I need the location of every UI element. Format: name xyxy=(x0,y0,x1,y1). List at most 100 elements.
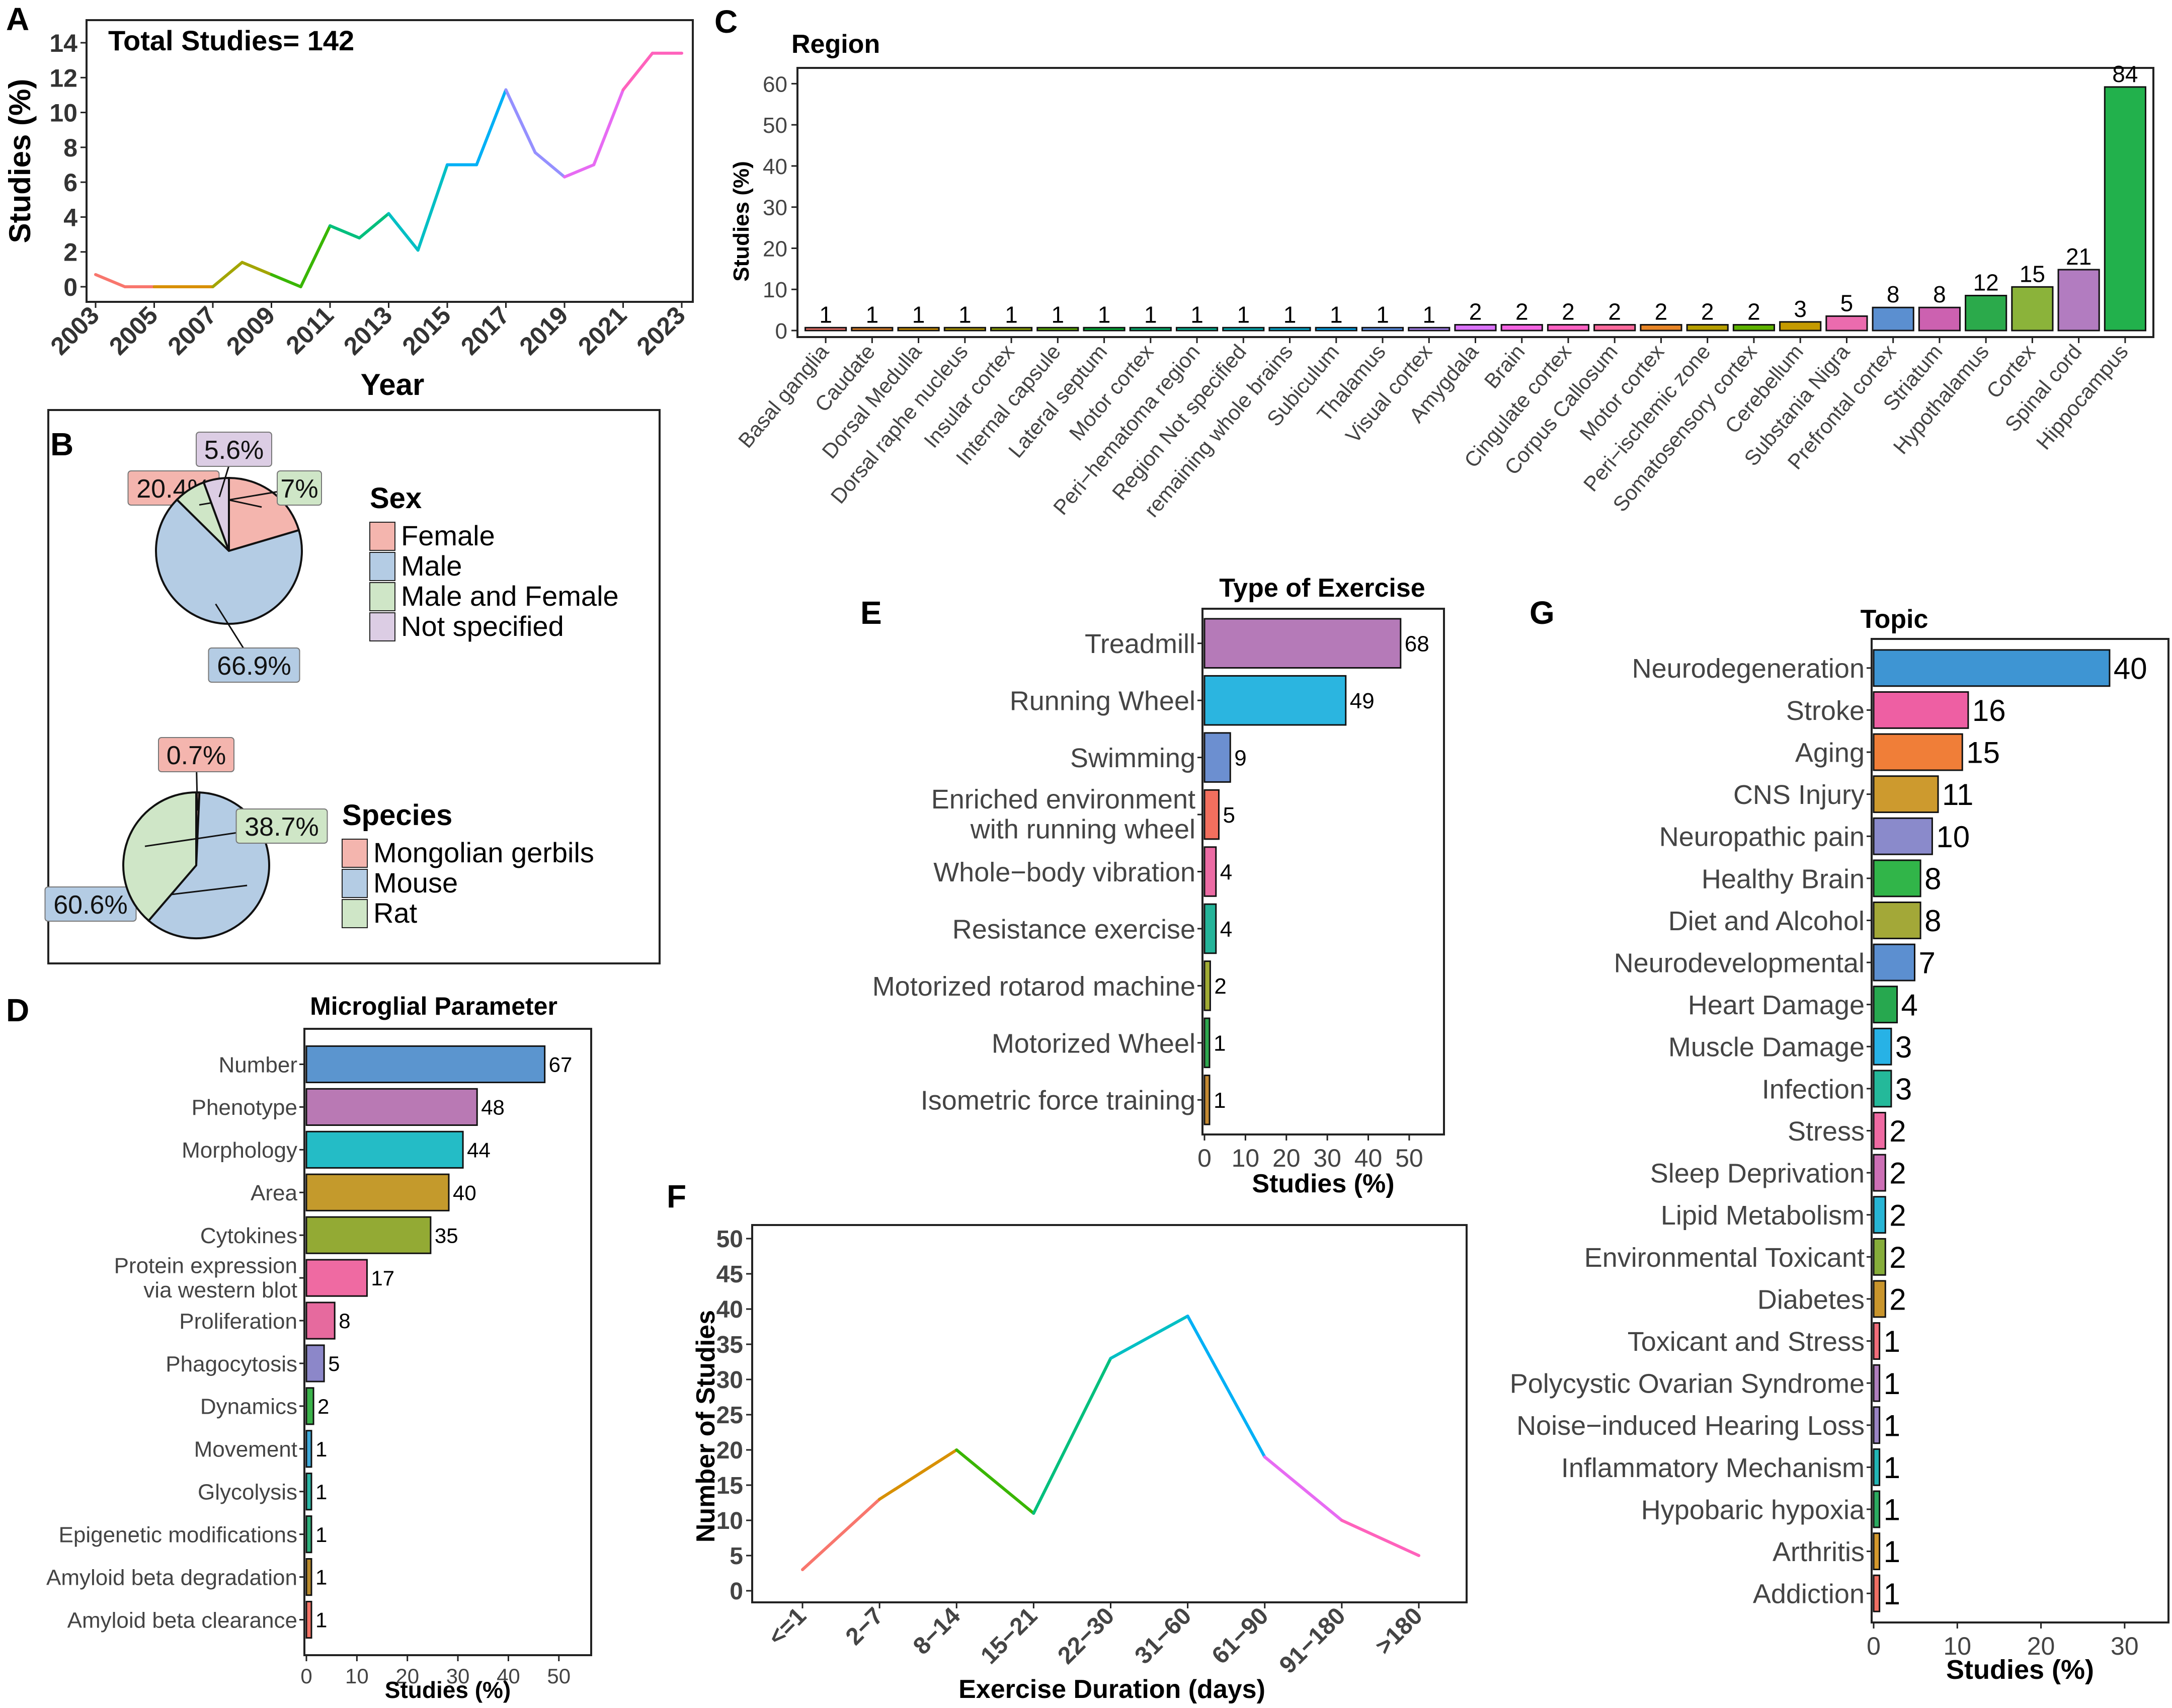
panel-c-bar xyxy=(1918,306,1961,332)
panel-g-bar xyxy=(1873,1322,1881,1360)
panel-d-bar xyxy=(305,1473,312,1511)
panel-f-y-tick-label: 0 xyxy=(730,1578,743,1605)
panel-a-line-segment xyxy=(329,224,361,239)
panel-e-x-tick-label: 50 xyxy=(1395,1144,1423,1172)
panel-b-sex-pie-legend-key xyxy=(369,522,395,551)
panel-g-category-label: Noise−induced Hearing Loss xyxy=(1516,1411,1865,1441)
panel-d-bar-value-label: 1 xyxy=(315,1480,327,1504)
panel-d-category-label: Proliferation xyxy=(179,1309,297,1334)
panel-d-bar xyxy=(305,1045,546,1084)
panel-f-y-tick-label: 40 xyxy=(716,1296,743,1323)
panel-e-x-axis-title: Studies (%) xyxy=(1252,1169,1394,1198)
panel-g-x-tick-label: 20 xyxy=(2027,1632,2055,1660)
panel-e-category-label: Running Wheel xyxy=(1010,686,1195,716)
panel-b-sex-pie-legend-key xyxy=(369,552,395,581)
panel-a-frame xyxy=(86,19,694,303)
panel-g-category-label: Infection xyxy=(1762,1074,1865,1104)
panel-g-bar-value-label: 8 xyxy=(1924,862,1941,896)
panel-c-y-tick-label: 40 xyxy=(763,154,787,179)
panel-c-bar xyxy=(2104,86,2146,332)
panel-g-bar xyxy=(1873,1490,1881,1528)
panel-d-category-label: Phagocytosis xyxy=(166,1352,297,1376)
panel-c-bar xyxy=(1965,294,2007,332)
panel-d-bar-value-label: 1 xyxy=(315,1523,327,1547)
panel-c-bar-value-label: 1 xyxy=(819,301,832,328)
panel-b-species-pie-legend-key xyxy=(342,869,368,898)
panel-c-bar-value-label: 5 xyxy=(1840,290,1854,316)
panel-a-x-axis-title: Year xyxy=(361,368,425,401)
panel-a-line-segment xyxy=(270,273,302,288)
panel-a-line-segment xyxy=(416,163,449,252)
panel-g-category-label: Heart Damage xyxy=(1688,990,1865,1020)
panel-g-bar xyxy=(1873,1364,1881,1402)
panel-g-category-label: CNS Injury xyxy=(1733,780,1865,810)
panel-f-frame xyxy=(751,1224,1468,1603)
panel-d-x-tick-label: 0 xyxy=(300,1664,312,1688)
panel-e-bar xyxy=(1203,732,1231,783)
panel-d-bar xyxy=(305,1302,336,1340)
panel-d-category-label: Area xyxy=(251,1181,297,1205)
panel-c-bar-value-label: 2 xyxy=(1515,299,1529,325)
panel-b-sex-pie-value-label: 5.6% xyxy=(204,436,264,465)
panel-a-y-tick-label: 10 xyxy=(49,99,77,127)
panel-c-bar-value-label: 1 xyxy=(1237,301,1250,328)
panel-g-bar xyxy=(1873,943,1915,982)
panel-d-category-label: Movement xyxy=(194,1437,297,1462)
panel-d-title: Microglial Parameter xyxy=(310,992,557,1020)
panel-c-bar xyxy=(1500,324,1543,332)
panel-c-bar xyxy=(1361,327,1404,332)
panel-g-category-label: Addiction xyxy=(1753,1579,1865,1609)
panel-e-category-label: Motorized rotarod machine xyxy=(872,971,1195,1002)
panel-g-bar-value-label: 1 xyxy=(1884,1367,1900,1401)
panel-a-y-axis-title: Studies (%) xyxy=(3,79,37,243)
panel-c-bar xyxy=(805,327,847,332)
panel-a-line-segment xyxy=(358,212,390,239)
panel-g-bar-value-label: 1 xyxy=(1884,1577,1900,1611)
panel-g-category-label: Neuropathic pain xyxy=(1659,822,1865,852)
panel-c-bar xyxy=(1547,324,1590,332)
panel-a-line-segment xyxy=(475,88,508,167)
panel-a-line-segment xyxy=(387,212,420,252)
panel-g-bar-value-label: 2 xyxy=(1889,1114,1906,1148)
panel-b-sex-pie-value-label: 7% xyxy=(280,474,318,504)
panel-c-bar-value-label: 2 xyxy=(1562,299,1575,325)
panel-g-bar xyxy=(1873,902,1921,939)
panel-f-line-segment xyxy=(1186,1315,1266,1458)
panel-c-bar-value-label: 2 xyxy=(1655,299,1668,325)
panel-e-bar-value-label: 4 xyxy=(1220,860,1232,884)
panel-c-bar-value-label: 21 xyxy=(2066,243,2091,270)
panel-g-category-label: Toxicant and Stress xyxy=(1628,1327,1865,1357)
panel-c-bar-value-label: 3 xyxy=(1794,296,1807,322)
panel-letter-c: C xyxy=(714,4,738,40)
panel-a-line-segment xyxy=(211,261,244,288)
panel-a-title: Total Studies= 142 xyxy=(108,25,354,56)
panel-b-species-pie-value-label-box xyxy=(235,808,328,844)
panel-e-bar-value-label: 9 xyxy=(1234,746,1246,770)
panel-c-bar-value-label: 1 xyxy=(1098,301,1111,328)
panel-c-bar xyxy=(2011,286,2054,332)
panel-f-line-segment xyxy=(878,1448,958,1501)
panel-f-line-segment xyxy=(1340,1519,1420,1557)
panel-d-bar-value-label: 2 xyxy=(317,1395,329,1418)
panel-f-y-tick-label: 15 xyxy=(716,1473,743,1499)
panel-c-bar xyxy=(851,327,894,332)
panel-d-bar-value-label: 48 xyxy=(481,1096,505,1119)
panel-e-bar xyxy=(1203,1017,1211,1069)
panel-f-y-axis-title: Number of Studies xyxy=(691,1310,720,1542)
panel-d-bar-value-label: 1 xyxy=(315,1566,327,1589)
panel-d-microglial-bar-chart: Microglial Parameter 67 Number 48 Phenotype 4… xyxy=(46,992,572,1703)
panel-c-bar xyxy=(1454,324,1497,332)
panel-c-bar xyxy=(1732,324,1776,332)
panel-c-bar-value-label: 12 xyxy=(1973,269,1999,295)
panel-g-category-label: Diabetes xyxy=(1757,1284,1865,1315)
panel-e-bar-value-label: 49 xyxy=(1350,689,1375,713)
panel-letter-f: F xyxy=(667,1178,686,1214)
panel-g-category-label: Arthritis xyxy=(1773,1537,1865,1567)
panel-c-bar xyxy=(1315,327,1357,332)
panel-g-topic-bar-chart: Topic40Neurodegeneration16Stroke15Aging1… xyxy=(1510,605,2147,1685)
panel-g-bar-value-label: 3 xyxy=(1895,1030,1912,1064)
panel-g-bar-value-label: 16 xyxy=(1972,694,2006,727)
panel-g-bar-value-label: 3 xyxy=(1895,1072,1912,1106)
panel-f-line-segment xyxy=(1109,1315,1189,1360)
